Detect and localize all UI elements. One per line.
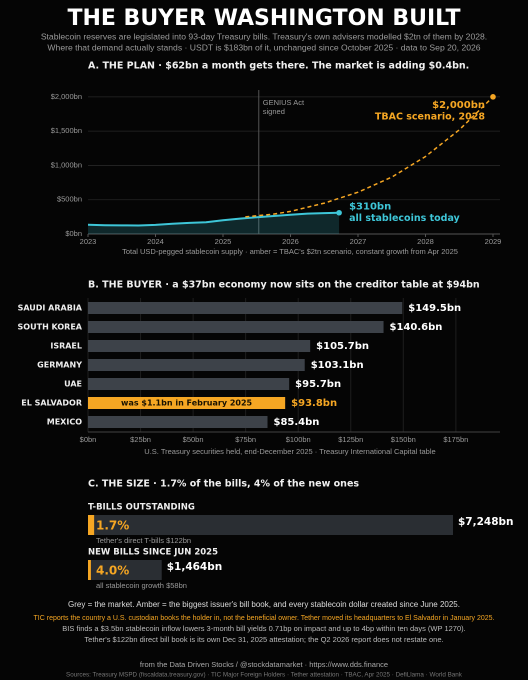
part-label: $58bn	[166, 581, 187, 590]
x-tick-label: $100bn	[286, 435, 311, 444]
category-label: MEXICO	[47, 418, 82, 427]
x-tick-label: 2025	[215, 237, 232, 246]
category-label: UAE	[64, 380, 82, 389]
category-label: SAUDI ARABIA	[18, 304, 83, 313]
end-label: $310bn	[349, 202, 391, 213]
caption: U.S. Treasury securities held, end-Decem…	[144, 447, 435, 456]
total-label: $7,248bn	[458, 516, 514, 528]
x-tick-label: 2028	[417, 237, 434, 246]
bar	[88, 302, 403, 314]
value-label: $85.4bn	[274, 417, 320, 428]
series-line	[245, 96, 494, 218]
x-tick-label: 2023	[80, 237, 97, 246]
series-area	[88, 212, 340, 234]
x-tick-label: 2024	[147, 237, 164, 246]
part-note: Tether's direct T-bills $122bn	[96, 536, 191, 545]
bar	[88, 397, 286, 409]
event-label: signed	[263, 107, 285, 116]
subtitle: Where that demand actually stands · USDT…	[47, 42, 480, 52]
x-tick-label: 2026	[282, 237, 299, 246]
part-label: $122bn	[166, 536, 191, 545]
note: BIS finds a $3.5bn stablecoin inflow low…	[62, 624, 465, 633]
x-tick-label: $25bn	[130, 435, 151, 444]
end-note: TBAC scenario, 2028	[375, 111, 485, 122]
bar	[88, 359, 305, 371]
y-tick-label: $500bn	[57, 195, 82, 204]
value-label: $95.7bn	[295, 379, 341, 390]
bar	[88, 340, 311, 352]
y-tick-label: $1,500bn	[51, 126, 82, 135]
x-tick-label: 2029	[485, 237, 502, 246]
bar-note: was $1.1bn in February 2025	[121, 399, 252, 408]
value-label: $149.5bn	[408, 303, 461, 314]
title: THE BUYER WASHINGTON BUILT	[67, 6, 460, 31]
note: Tether's $122bn direct bill book is its …	[84, 635, 443, 644]
note: Grey = the market. Amber = the biggest i…	[68, 600, 460, 609]
total-label: $1,464bn	[167, 561, 223, 573]
x-tick-label: 2027	[350, 237, 367, 246]
section-title: B. THE BUYER · a $37bn economy now sits …	[88, 280, 480, 291]
x-tick-label: $125bn	[338, 435, 363, 444]
section-title: A. THE PLAN · $62bn a month gets there. …	[88, 61, 469, 72]
share-label: 4.0%	[96, 564, 129, 578]
share-label: 1.7%	[96, 519, 129, 533]
section-title: C. THE SIZE · 1.7% of the bills, 4% of t…	[88, 479, 359, 490]
category-label: SOUTH KOREA	[18, 323, 83, 332]
end-point	[490, 94, 496, 100]
bar	[88, 321, 384, 333]
category-label: GERMANY	[37, 361, 82, 370]
x-tick-label: $75bn	[235, 435, 256, 444]
bar	[88, 378, 290, 390]
category-label: ISRAEL	[50, 342, 82, 351]
series-line	[87, 211, 340, 227]
value-label: $93.8bn	[291, 398, 337, 409]
y-tick-label: $2,000bn	[51, 92, 82, 101]
value-label: $140.6bn	[390, 322, 443, 333]
item-name: NEW BILLS SINCE JUN 2025	[88, 548, 218, 558]
part-bar	[88, 515, 95, 535]
note: TIC reports the country a U.S. custodian…	[34, 615, 495, 622]
item-name: T-BILLS OUTSTANDING	[88, 503, 195, 513]
total-bar	[88, 560, 162, 580]
x-tick-label: $50bn	[183, 435, 204, 444]
part-name: Tether's direct T-bills	[96, 536, 164, 545]
value-label: $103.1bn	[311, 360, 364, 371]
end-note: all stablecoins today	[349, 213, 460, 224]
y-tick-label: $1,000bn	[51, 160, 82, 169]
value-label: $105.7bn	[316, 341, 369, 352]
caption: Total USD-pegged stablecoin supply · amb…	[122, 247, 458, 256]
part-note: all stablecoin growth $58bn	[96, 581, 187, 590]
category-label: EL SALVADOR	[21, 399, 82, 408]
subtitle: Stablecoin reserves are legislated into …	[41, 31, 487, 41]
footer: from the Data Driven Stocks / @stockdata…	[140, 660, 388, 669]
event-label: GENIUS Act	[263, 98, 305, 107]
footer: Sources: Treasury MSPD (fiscaldata.treas…	[66, 672, 463, 679]
bar	[88, 416, 268, 428]
part-bar	[88, 560, 91, 580]
part-name: all stablecoin growth	[96, 581, 164, 590]
x-tick-label: $175bn	[443, 435, 468, 444]
x-tick-label: $150bn	[391, 435, 416, 444]
end-label: $2,000bn	[432, 100, 485, 111]
y-tick-label: $0bn	[65, 229, 82, 238]
end-point	[336, 209, 342, 216]
x-tick-label: $0bn	[80, 435, 97, 444]
total-bar	[88, 515, 453, 535]
